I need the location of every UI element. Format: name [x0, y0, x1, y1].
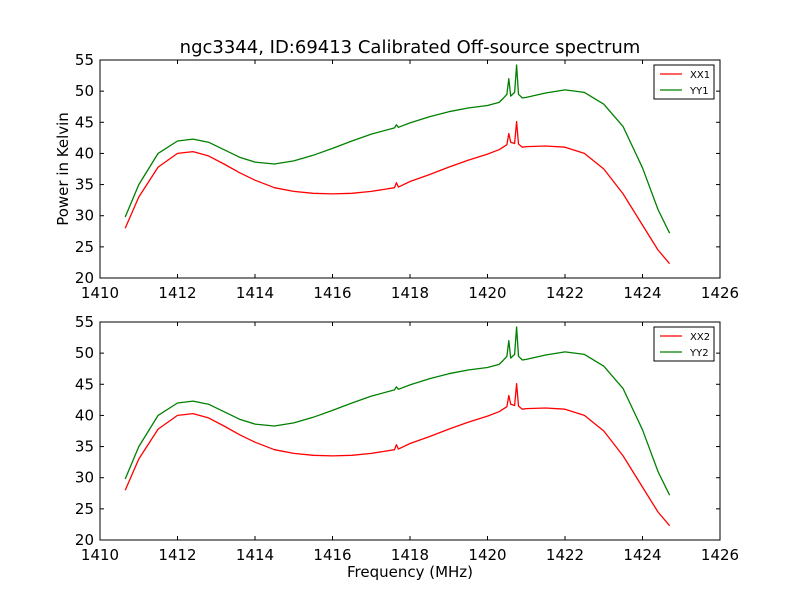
- top-y-tick-label: 40: [75, 144, 94, 162]
- bottom-legend-box: [653, 326, 715, 362]
- bottom-plot-frame: [99, 321, 721, 541]
- bottom-legend: XX2 YY2: [653, 326, 715, 362]
- x-axis-label: Frequency (MHz): [347, 563, 473, 581]
- bottom-y-tick-label: 50: [75, 344, 94, 362]
- top-legend-label-yy1: YY1: [689, 86, 709, 97]
- y-axis-label: Power in Kelvin: [54, 112, 72, 226]
- chart-title: ngc3344, ID:69413 Calibrated Off-source …: [180, 37, 641, 58]
- top-x-tick-label: 1414: [236, 284, 274, 302]
- top-ticks-layer: 1410 1412 1414 1416 1418 1420 1422 1424 1426 20 25…: [75, 51, 739, 302]
- top-legend-box: [653, 64, 715, 100]
- top-y-tick-label: 20: [75, 269, 94, 287]
- bottom-legend-label-yy2: YY2: [689, 348, 709, 359]
- bottom-y-tick-label: 20: [75, 531, 94, 549]
- top-series-xx1-line: [124, 121, 671, 265]
- top-x-tick-label: 1416: [313, 284, 351, 302]
- bottom-x-tick-label: 1414: [236, 546, 274, 564]
- bottom-series-layer: [124, 326, 671, 527]
- top-series-yy1-line: [124, 64, 671, 234]
- bottom-x-tick-label: 1418: [391, 546, 429, 564]
- bottom-x-tick-label: 1410: [81, 546, 119, 564]
- top-y-tick-label: 30: [75, 207, 94, 225]
- bottom-series-yy2-line: [124, 326, 671, 496]
- top-x-tick-label: 1426: [701, 284, 739, 302]
- top-x-tick-label: 1418: [391, 284, 429, 302]
- bottom-x-tick-label: 1426: [701, 546, 739, 564]
- bottom-y-tick-label: 55: [75, 313, 94, 331]
- bottom-y-tick-label: 25: [75, 500, 94, 518]
- top-series-layer: [124, 64, 671, 265]
- top-y-tick-label: 45: [75, 113, 94, 131]
- bottom-x-tick-label: 1416: [313, 546, 351, 564]
- top-x-tick-label: 1424: [623, 284, 661, 302]
- bottom-ticks-layer: 1410 1412 1414 1416 1418 1420 1422 1424 1426 20 25…: [75, 313, 739, 564]
- top-y-tick-label: 50: [75, 82, 94, 100]
- bottom-legend-label-xx2: XX2: [690, 332, 710, 343]
- top-y-tick-label: 35: [75, 176, 94, 194]
- bottom-y-tick-label: 30: [75, 469, 94, 487]
- bottom-plot-area: 1410 1412 1414 1416 1418 1420 1422 1424 1426 20 25…: [75, 313, 739, 564]
- bottom-y-tick-label: 45: [75, 375, 94, 393]
- bottom-x-tick-label: 1420: [468, 546, 506, 564]
- top-x-tick-label: 1420: [468, 284, 506, 302]
- top-plot-frame: [99, 59, 721, 279]
- top-plot-area: 1410 1412 1414 1416 1418 1420 1422 1424 1426 20 25…: [75, 51, 739, 302]
- bottom-x-tick-label: 1412: [158, 546, 196, 564]
- top-x-tick-label: 1422: [546, 284, 584, 302]
- bottom-y-tick-label: 35: [75, 438, 94, 456]
- top-legend-label-xx1: XX1: [690, 70, 710, 81]
- bottom-x-tick-label: 1424: [623, 546, 661, 564]
- top-plot: 1410 1412 1414 1416 1418 1420 1422 1424 1426 20 25…: [75, 51, 739, 302]
- bottom-plot: 1410 1412 1414 1416 1418 1420 1422 1424 1426 20 25…: [75, 313, 739, 564]
- bottom-x-tick-label: 1422: [546, 546, 584, 564]
- top-x-tick-label: 1410: [81, 284, 119, 302]
- top-x-tick-label: 1412: [158, 284, 196, 302]
- top-legend: XX1 YY1: [653, 64, 715, 100]
- top-y-tick-label: 25: [75, 238, 94, 256]
- bottom-series-xx2-line: [124, 383, 671, 527]
- bottom-y-tick-label: 40: [75, 406, 94, 424]
- top-y-tick-label: 55: [75, 51, 94, 69]
